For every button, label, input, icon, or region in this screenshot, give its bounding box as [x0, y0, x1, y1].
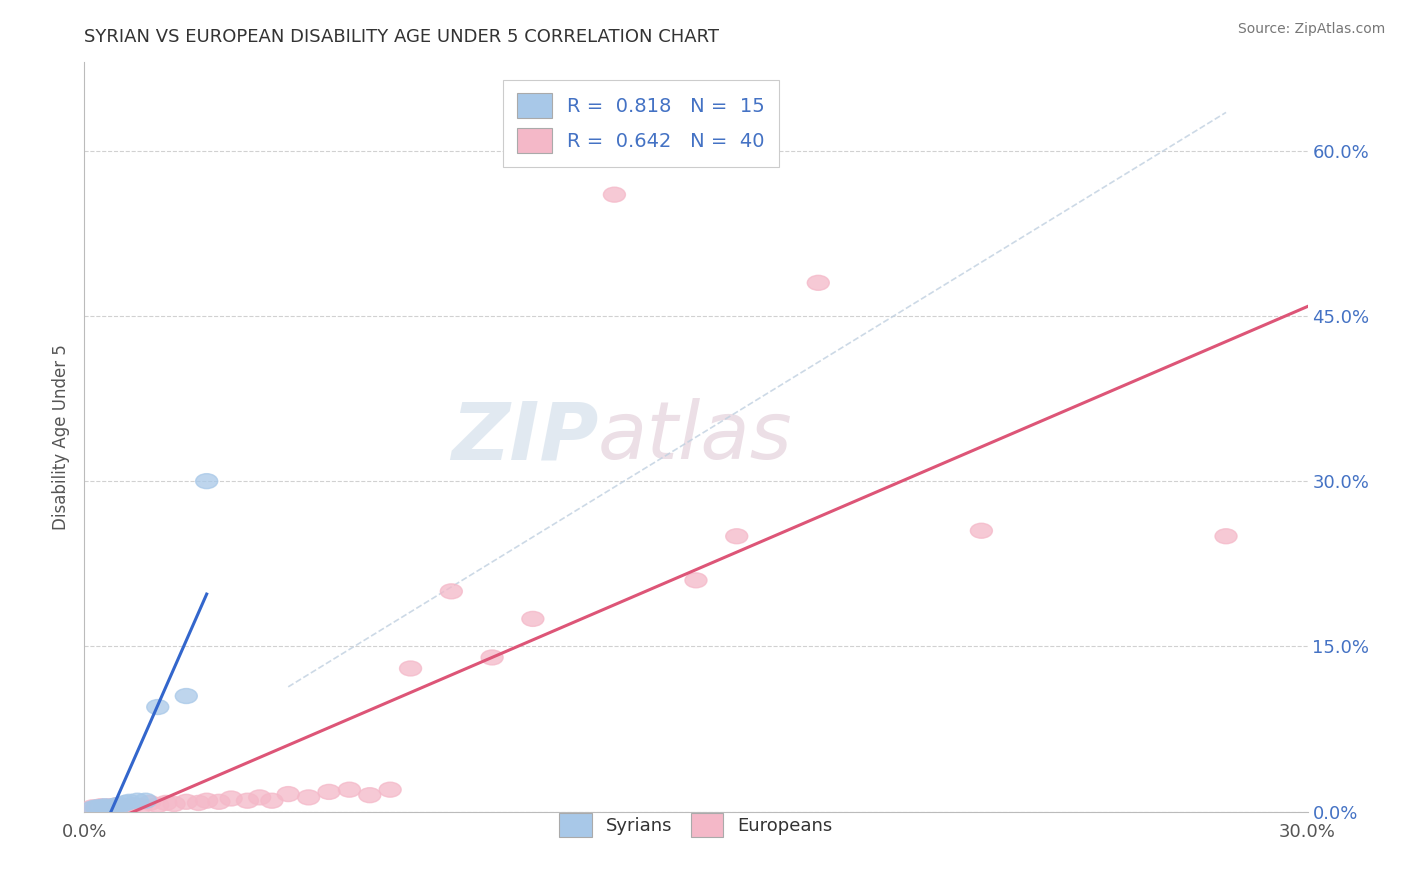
Text: SYRIAN VS EUROPEAN DISABILITY AGE UNDER 5 CORRELATION CHART: SYRIAN VS EUROPEAN DISABILITY AGE UNDER …	[84, 28, 720, 45]
Ellipse shape	[82, 800, 104, 814]
Ellipse shape	[127, 793, 149, 808]
Ellipse shape	[94, 800, 115, 814]
Ellipse shape	[187, 796, 209, 811]
Ellipse shape	[440, 584, 463, 599]
Ellipse shape	[135, 793, 156, 808]
Legend: Syrians, Europeans: Syrians, Europeans	[553, 806, 839, 844]
Ellipse shape	[101, 798, 124, 814]
Ellipse shape	[105, 797, 128, 813]
Ellipse shape	[131, 798, 152, 814]
Ellipse shape	[118, 794, 141, 809]
Ellipse shape	[1215, 529, 1237, 544]
Ellipse shape	[90, 800, 111, 814]
Ellipse shape	[359, 788, 381, 803]
Ellipse shape	[236, 793, 259, 808]
Ellipse shape	[481, 650, 503, 665]
Ellipse shape	[94, 798, 115, 814]
Ellipse shape	[163, 797, 186, 812]
Ellipse shape	[86, 801, 108, 816]
Ellipse shape	[77, 802, 100, 817]
Ellipse shape	[110, 797, 132, 813]
Ellipse shape	[98, 800, 120, 814]
Ellipse shape	[262, 793, 283, 808]
Ellipse shape	[249, 790, 271, 805]
Ellipse shape	[603, 187, 626, 202]
Ellipse shape	[725, 529, 748, 544]
Ellipse shape	[114, 796, 136, 811]
Ellipse shape	[122, 797, 145, 813]
Ellipse shape	[146, 699, 169, 714]
Ellipse shape	[208, 794, 231, 809]
Ellipse shape	[970, 524, 993, 538]
Text: ZIP: ZIP	[451, 398, 598, 476]
Ellipse shape	[195, 474, 218, 489]
Ellipse shape	[110, 800, 132, 814]
Ellipse shape	[298, 790, 319, 805]
Ellipse shape	[90, 798, 111, 814]
Ellipse shape	[522, 611, 544, 626]
Ellipse shape	[86, 800, 108, 814]
Ellipse shape	[98, 798, 120, 814]
Ellipse shape	[277, 787, 299, 802]
Ellipse shape	[82, 801, 104, 816]
Ellipse shape	[221, 791, 242, 806]
Ellipse shape	[339, 782, 360, 797]
Ellipse shape	[318, 784, 340, 799]
Ellipse shape	[176, 689, 197, 704]
Ellipse shape	[176, 794, 197, 809]
Ellipse shape	[399, 661, 422, 676]
Ellipse shape	[101, 800, 124, 814]
Y-axis label: Disability Age Under 5: Disability Age Under 5	[52, 344, 70, 530]
Text: Source: ZipAtlas.com: Source: ZipAtlas.com	[1237, 22, 1385, 37]
Ellipse shape	[807, 276, 830, 290]
Ellipse shape	[146, 797, 169, 813]
Ellipse shape	[114, 798, 136, 814]
Ellipse shape	[685, 573, 707, 588]
Ellipse shape	[380, 782, 401, 797]
Ellipse shape	[105, 797, 128, 813]
Ellipse shape	[139, 796, 160, 811]
Text: atlas: atlas	[598, 398, 793, 476]
Ellipse shape	[195, 793, 218, 808]
Ellipse shape	[155, 796, 177, 811]
